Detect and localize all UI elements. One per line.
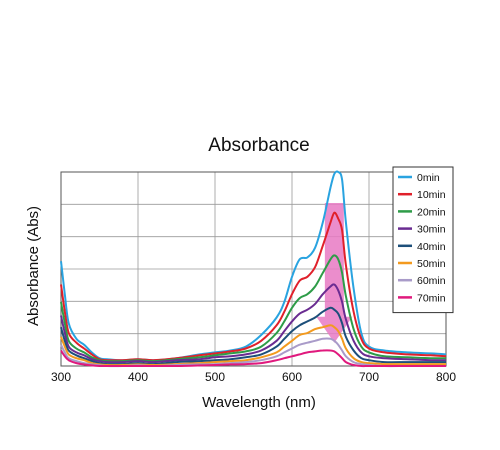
- legend-label-0min: 0min: [417, 172, 440, 184]
- chart-grid: [60, 172, 447, 366]
- legend-label-20min: 20min: [417, 206, 446, 218]
- legend-label-40min: 40min: [417, 241, 446, 253]
- series-lines: [60, 170, 447, 368]
- x-axis-label: Wavelength (nm): [202, 394, 316, 411]
- series-line-0min: [60, 170, 447, 362]
- x-axis-ticks: 300 400 500 600 700 800: [51, 370, 456, 384]
- chart-title: Absorbance: [208, 135, 309, 156]
- legend-label-70min: 70min: [417, 292, 446, 304]
- x-tick-label-600: 600: [282, 370, 302, 384]
- series-line-10min: [60, 211, 447, 362]
- x-tick-label-800: 800: [436, 370, 456, 384]
- x-tick-label-500: 500: [205, 370, 225, 384]
- legend-box: [392, 166, 454, 314]
- series-line-40min: [60, 306, 446, 366]
- legend-label-10min: 10min: [417, 189, 446, 201]
- legend-label-30min: 30min: [417, 224, 446, 236]
- legend-label-50min: 50min: [417, 258, 446, 270]
- x-tick-label-300: 300: [51, 370, 71, 384]
- x-tick-label-400: 400: [128, 370, 148, 384]
- legend: 0min 10min 20min 30min 40min 50min 60min 70min: [392, 166, 454, 314]
- series-line-70min: [60, 349, 446, 368]
- legend-label-60min: 60min: [417, 275, 446, 287]
- series-line-30min: [60, 283, 447, 364]
- y-axis-label: Absorbance (Abs): [25, 206, 42, 326]
- x-tick-label-700: 700: [359, 370, 379, 384]
